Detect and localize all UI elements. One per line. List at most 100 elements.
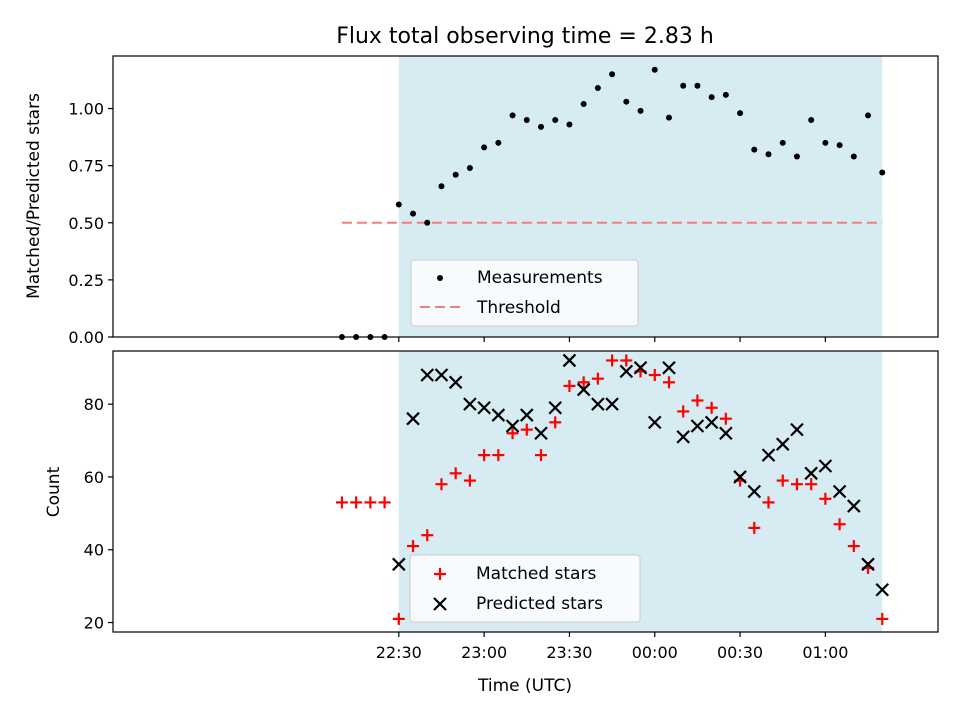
measurement-point — [637, 107, 644, 114]
measurement-point — [694, 82, 701, 89]
predicted-star-point — [463, 397, 477, 411]
y-tick-label: 0.25 — [68, 271, 104, 290]
measurement-point — [751, 146, 758, 153]
matched-star-point — [833, 518, 846, 531]
predicted-star-point — [647, 415, 662, 430]
x-tick-label: 22:30 — [376, 643, 422, 662]
measurement-point — [850, 153, 857, 160]
matched-star-point — [534, 449, 547, 462]
matched-star-point — [790, 478, 803, 491]
predicted-star-point — [633, 360, 648, 375]
measurement-point — [609, 71, 616, 78]
measurement-point — [509, 112, 516, 119]
measurement-point — [836, 142, 843, 149]
measurement-point — [452, 171, 459, 178]
bottom-x-ticks: 22:30 23:00 23:30 00:00 00:30 01:00 — [376, 632, 848, 662]
legend-matched-marker — [434, 568, 446, 580]
measurement-point — [552, 116, 559, 123]
x-tick-label: 00:30 — [717, 643, 763, 662]
measurement-point — [865, 112, 872, 119]
predicted-star-point — [548, 401, 562, 415]
predicted-star-point — [832, 484, 847, 499]
top-x-ticks — [398, 337, 826, 342]
matched-stars-points — [335, 354, 889, 625]
matched-star-point — [364, 496, 377, 509]
matched-star-point — [520, 423, 533, 436]
predicted-star-point — [505, 419, 520, 433]
matched-star-point — [805, 478, 818, 491]
y-tick-label: 0.50 — [68, 214, 104, 233]
matched-star-point — [549, 416, 562, 429]
matched-star-point — [876, 612, 889, 625]
predicted-stars-points — [392, 353, 890, 597]
y-tick-label: 40 — [84, 541, 104, 560]
bottom-legend: Matched stars Predicted stars — [409, 554, 641, 623]
measurement-point — [438, 183, 445, 190]
predicted-star-point — [477, 401, 491, 415]
measurement-point — [680, 82, 687, 89]
measurement-points — [338, 66, 886, 340]
bottom-legend-box — [409, 554, 641, 623]
predicted-star-point — [761, 448, 776, 462]
measurement-point — [765, 151, 772, 158]
measurement-point — [466, 164, 473, 171]
chart-title: Flux total observing time = 2.83 h — [336, 24, 714, 49]
y-tick-label: 0.00 — [68, 328, 104, 347]
measurement-point — [537, 123, 544, 130]
legend-predicted-marker — [433, 597, 447, 611]
predicted-star-point — [591, 397, 605, 411]
predicted-star-point — [619, 364, 634, 379]
predicted-star-point — [818, 459, 833, 473]
legend-threshold-label: Threshold — [476, 298, 561, 318]
measurement-point — [566, 121, 573, 128]
y-tick-label: 20 — [84, 614, 104, 633]
matched-star-point — [776, 474, 789, 487]
measurement-point — [395, 201, 402, 208]
predicted-star-point — [747, 484, 762, 499]
matched-star-point — [378, 496, 391, 509]
measurement-point — [879, 169, 886, 176]
matched-star-point — [463, 474, 476, 487]
measurement-point — [523, 116, 530, 123]
predicted-star-point — [676, 430, 690, 444]
measurement-point — [594, 84, 601, 91]
matched-star-point — [563, 379, 576, 392]
predicted-star-point — [733, 470, 747, 484]
matched-star-point — [492, 449, 505, 462]
top-y-axis-label: Matched/Predicted stars — [24, 93, 44, 299]
measurement-point — [708, 94, 715, 101]
predicted-star-point — [434, 368, 449, 382]
matched-star-point — [705, 401, 718, 414]
top-y-ticks: 0.00 0.25 0.50 0.75 1.00 — [68, 100, 113, 347]
measurement-point — [623, 98, 630, 105]
top-legend-box — [410, 259, 639, 327]
predicted-star-point — [576, 382, 591, 397]
predicted-star-point — [534, 426, 548, 441]
matched-star-point — [449, 467, 462, 480]
bottom-axes-frame — [112, 350, 939, 633]
predicted-star-point — [562, 353, 577, 368]
predicted-star-point — [790, 422, 804, 437]
matched-star-point — [648, 369, 661, 382]
matched-star-point — [335, 496, 348, 509]
bottom-y-axis-label: Count — [44, 466, 64, 517]
bottom-y-ticks: 20 40 60 80 — [84, 395, 113, 633]
matched-star-point — [691, 394, 704, 407]
measurement-point — [779, 139, 786, 146]
predicted-star-point — [520, 408, 534, 422]
measurement-point — [424, 219, 431, 226]
x-axis-label: Time (UTC) — [477, 676, 572, 696]
measurement-point — [481, 144, 488, 151]
matched-star-point — [677, 405, 690, 418]
predicted-star-point — [804, 466, 818, 481]
predicted-star-point — [448, 375, 463, 390]
matched-star-point — [847, 540, 860, 553]
measurement-point — [651, 66, 658, 73]
x-tick-label: 00:00 — [632, 643, 678, 662]
predicted-star-point — [875, 582, 890, 597]
matched-star-point — [748, 521, 761, 534]
matched-star-point — [606, 354, 619, 367]
measurement-point — [737, 110, 744, 117]
